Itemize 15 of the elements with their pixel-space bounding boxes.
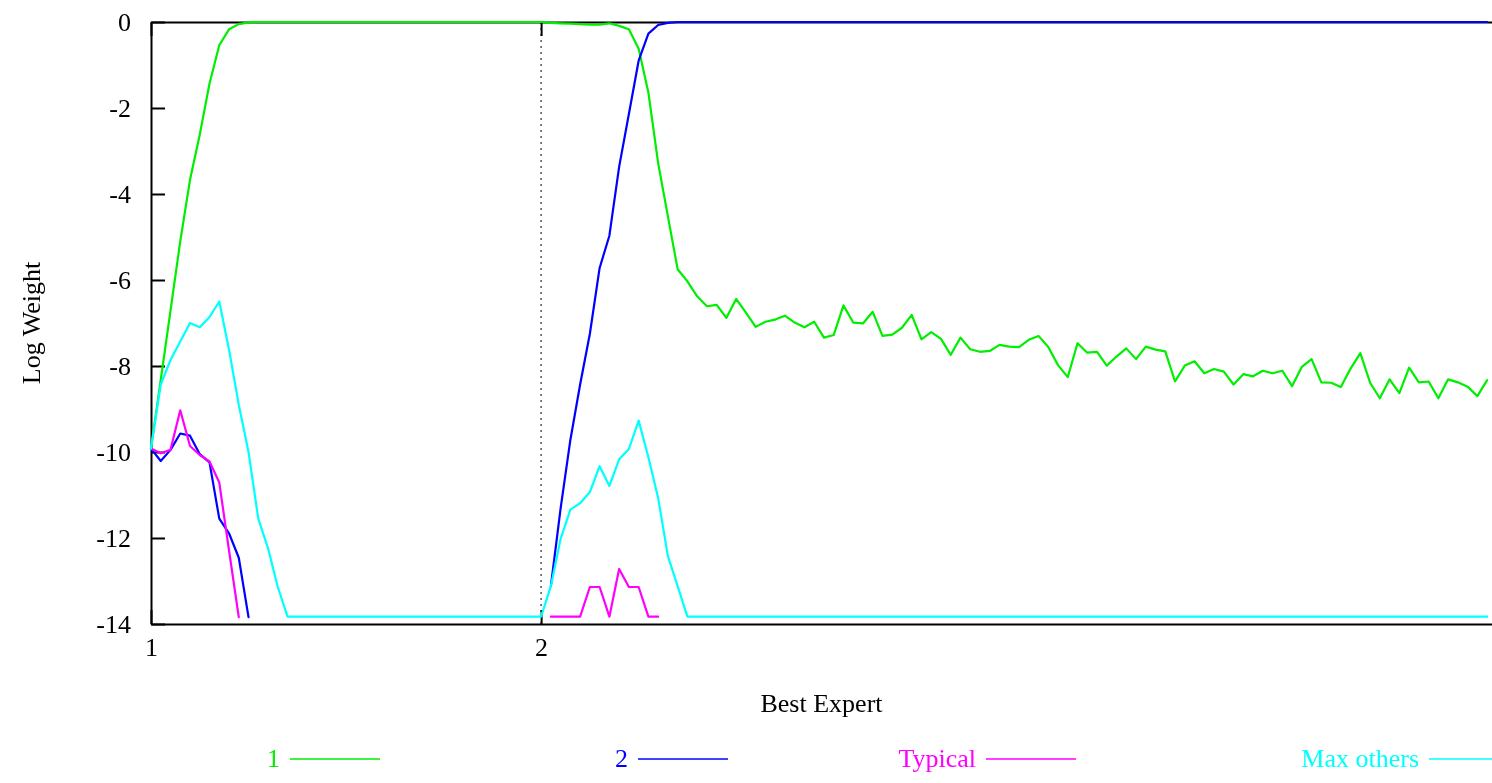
y-tick-label: -6	[109, 265, 131, 295]
y-tick-label: -10	[96, 437, 131, 467]
y-tick-label: 0	[118, 7, 131, 37]
legend-label: Max others	[1301, 744, 1419, 773]
y-tick-label: -2	[109, 93, 131, 123]
legend-label: Typical	[898, 744, 976, 773]
y-tick-label: -8	[109, 351, 131, 381]
x-axis-title: Best Expert	[760, 689, 884, 718]
line-series	[149, 300, 1489, 618]
legend-label: 2	[615, 744, 628, 773]
y-axis-title: Log Weight	[17, 261, 46, 385]
legend-label: 1	[267, 744, 280, 773]
y-tick-label: -12	[96, 523, 131, 553]
y-tick-label: -4	[109, 179, 131, 209]
y-tick-label: -14	[96, 609, 131, 639]
